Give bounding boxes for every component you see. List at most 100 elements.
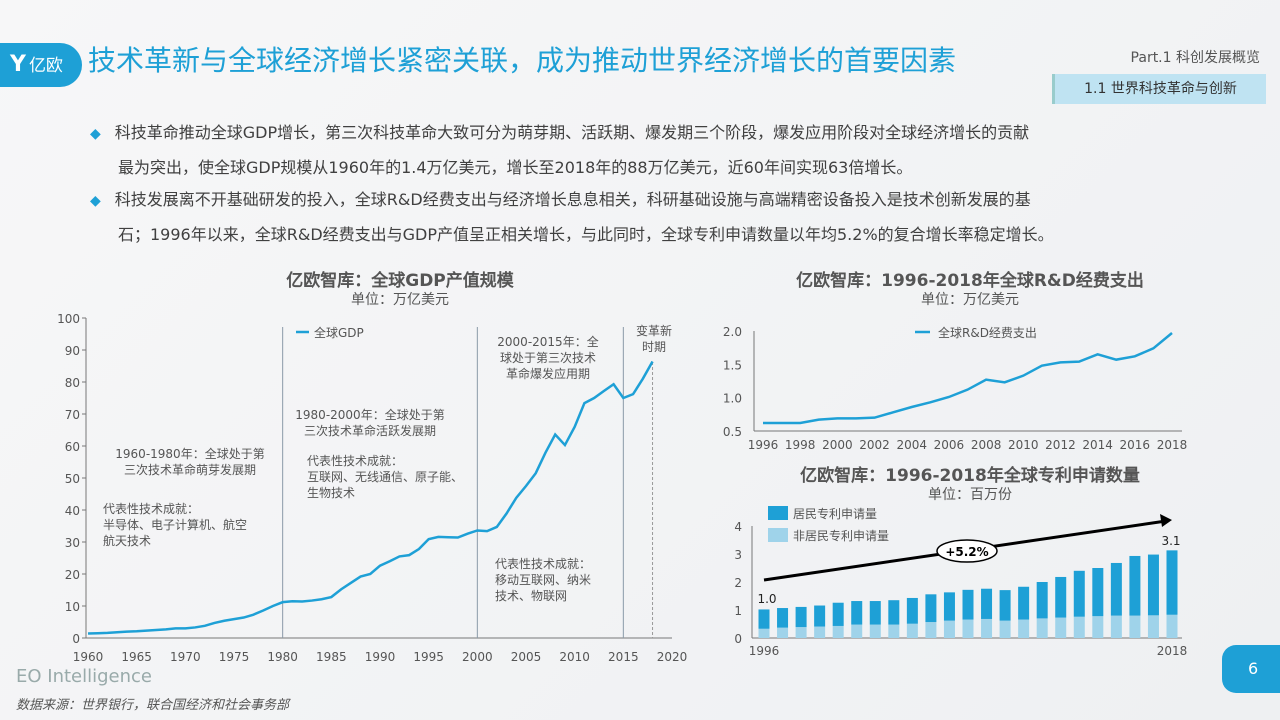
y-tick-label: 2 (734, 576, 742, 590)
annotation-period-1-tech: 航天技术 (103, 533, 151, 548)
page-number: 6 (1222, 645, 1280, 693)
x-tick-label: 2005 (511, 650, 542, 664)
y-tick-label: 0.5 (723, 425, 742, 439)
x-tick-label: 1985 (316, 650, 347, 664)
x-tick-label: 2015 (608, 650, 639, 664)
bar-nonresident (888, 624, 900, 638)
x-tick-label: 1970 (170, 650, 201, 664)
growth-label: +5.2% (945, 545, 988, 559)
bar-resident (925, 594, 937, 623)
annotation-period-3: 球处于第三次技术 (500, 351, 596, 365)
legend-label: 居民专利申请量 (793, 506, 877, 521)
annotation-period-2: 三次技术革命活跃发展期 (304, 423, 436, 438)
bar-nonresident (777, 627, 789, 638)
bar-resident (962, 589, 974, 620)
annotation-period-3-tech: 技术、物联网 (495, 589, 567, 603)
y-tick-label: 60 (65, 440, 80, 454)
x-tick-label: 2018 (1157, 438, 1188, 452)
annotation-period-1: 1960-1980年：全球处于第 (115, 446, 264, 461)
logo-text: 亿欧 (28, 56, 63, 76)
annotation-period-1-tech: 半导体、电子计算机、航空 (103, 517, 247, 532)
x-tick-label: 2020 (657, 650, 688, 664)
bar-resident (1055, 576, 1067, 618)
y-tick-label: 90 (65, 344, 80, 358)
bar-nonresident (1036, 618, 1048, 638)
first-bar-label: 1.0 (757, 592, 776, 606)
x-tick-label: 2018 (1157, 644, 1188, 658)
bar-nonresident (981, 618, 993, 638)
y-tick-label: 80 (65, 376, 80, 390)
annotation-period-3-tech: 移动互联网、纳米 (495, 573, 591, 587)
y-tick-label: 10 (65, 600, 80, 614)
x-tick-label: 1965 (121, 650, 152, 664)
rd-series-line (763, 332, 1173, 425)
y-tick-label: 70 (65, 408, 80, 422)
bar-resident (1129, 555, 1141, 616)
bullet-text: 科技发展离不开基础研发的投入，全球R&D经费支出与经济增长息息相关，科研基础设施… (114, 190, 1031, 209)
y-tick-label: 1.5 (723, 358, 742, 372)
bar-nonresident (851, 624, 863, 638)
bar-resident (981, 588, 993, 619)
y-tick-label: 0 (734, 632, 742, 646)
bar-resident (1147, 554, 1159, 616)
logo-y-icon: Y (10, 52, 26, 77)
bar-nonresident (925, 622, 937, 638)
bar-nonresident (832, 625, 844, 638)
annotation-period-4: 时期 (642, 340, 666, 354)
brand-footer: EO Intelligence (16, 666, 152, 687)
bar-resident (777, 608, 789, 628)
section-badge: 1.1 世界科技革命与创新 (1052, 74, 1266, 104)
annotation-period-2-tech: 互联网、无线通信、原子能、 (307, 470, 463, 484)
bar-resident (1073, 570, 1085, 617)
bar-nonresident (758, 628, 770, 638)
bar-nonresident (795, 627, 807, 638)
bar-nonresident (1018, 619, 1030, 638)
data-source: 数据来源：世界银行，联合国经济和社会事务部 (16, 698, 290, 713)
y-tick-label: 1 (734, 604, 742, 618)
bar-resident (1166, 550, 1178, 615)
page-title: 技术革新与全球经济增长紧密关联，成为推动世界经济增长的首要因素 (88, 44, 957, 77)
bar-resident (1036, 582, 1048, 619)
patent-chart-unit: 单位：百万份 (928, 487, 1012, 503)
gdp-series-line (87, 360, 654, 635)
bar-nonresident (814, 626, 826, 638)
annotation-period-2-tech: 生物技术 (307, 486, 355, 500)
bar-nonresident (962, 619, 974, 638)
bar-nonresident (999, 620, 1011, 638)
bar-nonresident (906, 623, 918, 638)
rd-chart-title: 亿欧智库：1996-2018年全球R&D经费支出 (796, 271, 1144, 291)
bullet-text: 石；1996年以来，全球R&D经费支出与GDP产值呈正相关增长，与此同时，全球专… (118, 225, 1054, 244)
x-tick-label: 2014 (1082, 438, 1113, 452)
y-tick-label: 100 (57, 312, 80, 326)
y-tick-label: 3 (734, 548, 742, 562)
bar-resident (795, 606, 807, 628)
gdp-chart-unit: 单位：万亿美元 (351, 292, 449, 308)
annotation-period-4: 变革新 (636, 323, 672, 338)
bar-resident (906, 597, 918, 624)
x-tick-label: 2000 (822, 438, 853, 452)
x-tick-label: 1996 (749, 644, 780, 658)
bar-resident (1092, 568, 1104, 617)
x-tick-label: 2002 (859, 438, 890, 452)
legend-label: 非居民专利申请量 (793, 528, 889, 543)
bar-nonresident (1092, 616, 1104, 638)
x-tick-label: 1995 (413, 650, 444, 664)
patent-chart-title: 亿欧智库：1996-2018年全球专利申请数量 (800, 466, 1140, 486)
bar-resident (869, 601, 881, 625)
bar-resident (1110, 562, 1122, 616)
rd-chart-unit: 单位：万亿美元 (921, 292, 1019, 308)
bar-nonresident (1147, 615, 1159, 638)
x-tick-label: 2010 (1008, 438, 1039, 452)
diamond-icon: ◆ (90, 126, 101, 142)
growth-badge (936, 539, 998, 563)
bar-nonresident (1110, 615, 1122, 638)
x-tick-label: 2004 (896, 438, 927, 452)
x-tick-label: 1990 (365, 650, 396, 664)
bullet-text: 科技革命推动全球GDP增长，第三次科技革命大致可分为萌芽期、活跃期、爆发期三个阶… (114, 123, 1030, 142)
x-tick-label: 2000 (462, 650, 493, 664)
x-tick-label: 1996 (748, 438, 779, 452)
bar-resident (943, 592, 955, 621)
annotation-period-1-tech: 代表性技术成就： (103, 502, 199, 516)
bar-nonresident (943, 620, 955, 638)
